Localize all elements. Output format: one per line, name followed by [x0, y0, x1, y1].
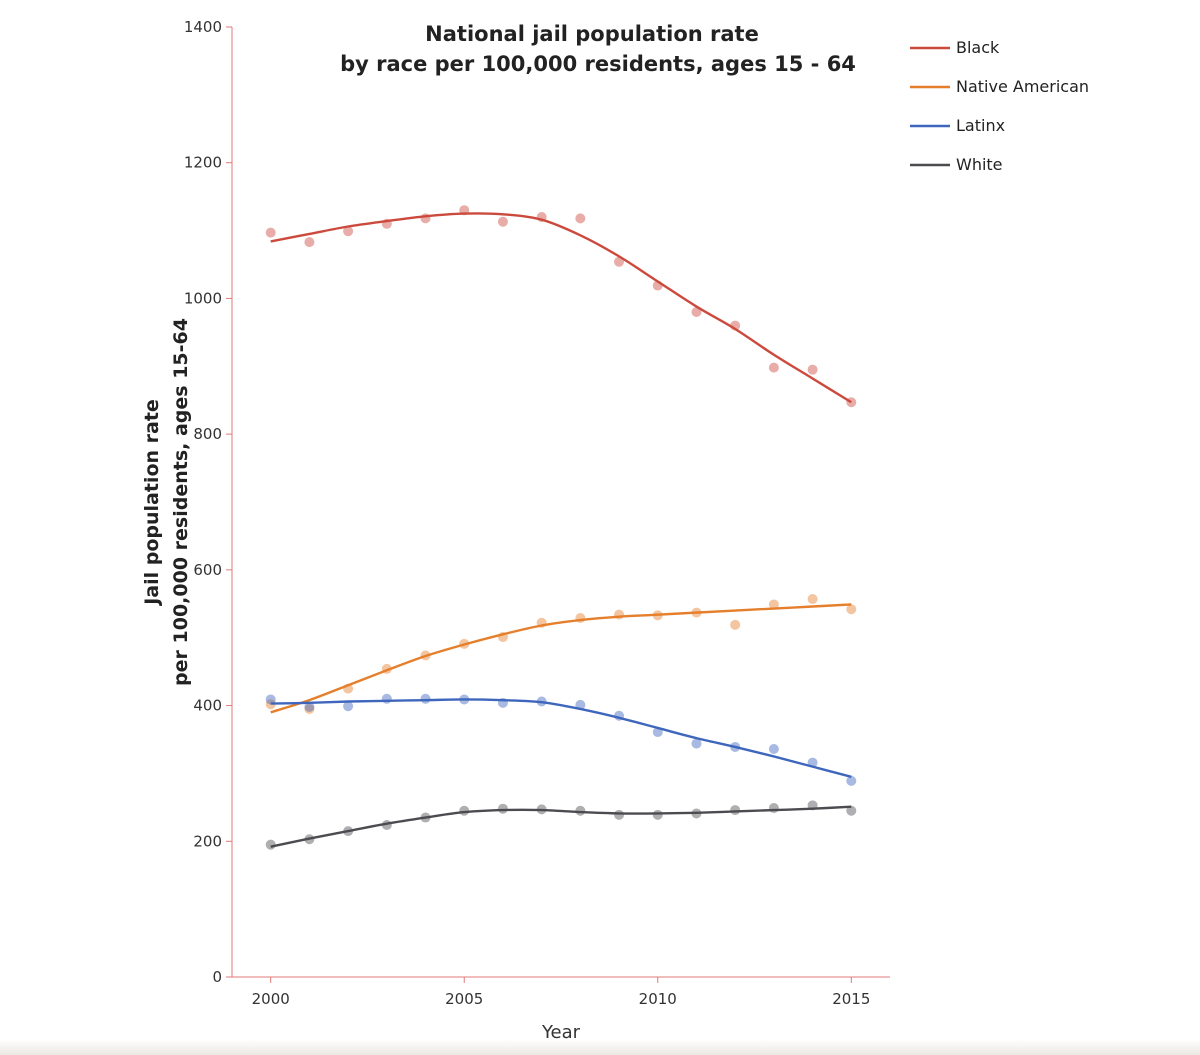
axes: [231, 27, 890, 978]
data-point-black: [497, 216, 508, 227]
series-latinx: [265, 693, 857, 786]
y-tick-label: 400: [193, 697, 222, 715]
x-tick-label: 2015: [832, 990, 870, 1008]
legend-item-latinx: Latinx: [910, 116, 1005, 135]
data-point-native-american: [768, 599, 779, 610]
y-axis-label-line2: per 100,000 residents, ages 15-64: [170, 318, 192, 686]
trend-line-white: [270, 805, 852, 848]
data-point-native-american: [304, 703, 315, 714]
data-point-native-american: [730, 619, 741, 630]
trend-line-latinx: [270, 698, 852, 778]
chart-title-line2: by race per 100,000 residents, ages 15 -…: [340, 52, 856, 76]
y-tick-label: 1000: [184, 289, 222, 307]
data-point-latinx: [343, 701, 354, 712]
data-point-black: [691, 307, 702, 317]
data-point-native-american: [846, 604, 857, 615]
y-tick-label: 1400: [184, 18, 222, 36]
x-tick-label: 2010: [639, 990, 677, 1008]
page-bottom-edge: [0, 1039, 1200, 1055]
data-point-black: [304, 237, 315, 248]
data-point-native-american: [614, 609, 625, 620]
data-point-white: [846, 805, 857, 816]
data-point-latinx: [846, 775, 857, 786]
data-point-latinx: [420, 693, 431, 704]
data-point-latinx: [768, 744, 779, 754]
x-tick-label: 2005: [445, 990, 483, 1008]
data-point-black: [265, 227, 276, 238]
trend-line-black: [270, 212, 852, 404]
y-axis-label-line1: Jail population rate: [141, 399, 163, 607]
y-tick-label: 1200: [184, 154, 222, 172]
data-point-white: [614, 809, 625, 820]
data-point-latinx: [381, 693, 392, 704]
data-point-white: [497, 803, 508, 814]
data-point-black: [807, 364, 818, 375]
data-point-white: [730, 805, 741, 816]
legend-label: Black: [956, 38, 1000, 57]
y-tick-label: 0: [212, 968, 222, 986]
data-point-black: [575, 213, 586, 224]
chart-title-line1: National jail population rate: [425, 22, 759, 46]
data-point-white: [768, 803, 779, 814]
data-point-white: [652, 809, 663, 820]
trend-line-native-american: [270, 603, 852, 714]
data-point-latinx: [265, 694, 276, 705]
legend-item-native-american: Native American: [910, 77, 1089, 96]
x-axis-label: Year: [541, 1022, 581, 1043]
data-point-native-american: [265, 699, 276, 710]
y-tick-label: 200: [193, 832, 222, 850]
data-point-native-american: [807, 594, 818, 605]
legend-label: Native American: [956, 77, 1089, 96]
data-point-black: [343, 226, 354, 237]
data-point-white: [265, 839, 276, 850]
series-native-american: [265, 594, 857, 714]
data-point-latinx: [304, 701, 315, 712]
axis-ticks: 0 200 400 600 800 1000 1200 1400 2000 2005 2010 201…: [184, 18, 871, 1008]
series-white: [265, 800, 857, 850]
legend-item-white: White: [910, 155, 1003, 174]
y-tick-label: 800: [193, 425, 222, 443]
data-point-black: [614, 256, 625, 267]
legend: Black Native American Latinx White: [910, 38, 1089, 174]
x-tick-label: 2000: [252, 990, 290, 1008]
y-tick-label: 600: [193, 561, 222, 579]
series-black: [265, 205, 857, 408]
series-layer: [265, 205, 857, 850]
legend-item-black: Black: [910, 38, 1000, 57]
data-point-latinx: [691, 738, 702, 749]
data-point-black: [768, 362, 779, 373]
legend-label: White: [956, 155, 1003, 174]
legend-label: Latinx: [956, 116, 1005, 135]
